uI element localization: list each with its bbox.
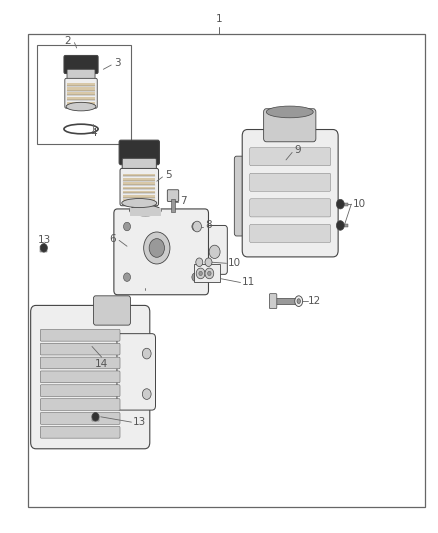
- Text: 3: 3: [114, 58, 121, 68]
- Bar: [92, 415, 99, 421]
- FancyBboxPatch shape: [114, 209, 208, 295]
- Bar: [340, 224, 348, 227]
- FancyBboxPatch shape: [119, 140, 159, 165]
- Bar: [194, 264, 220, 282]
- Text: 5: 5: [165, 170, 172, 180]
- Text: 1: 1: [215, 14, 223, 24]
- Ellipse shape: [122, 198, 157, 207]
- Circle shape: [336, 221, 344, 230]
- Bar: [272, 298, 297, 304]
- FancyBboxPatch shape: [40, 343, 120, 355]
- FancyBboxPatch shape: [167, 190, 179, 201]
- Bar: [67, 87, 95, 91]
- Text: 10: 10: [228, 259, 241, 268]
- FancyBboxPatch shape: [242, 130, 338, 257]
- Circle shape: [192, 273, 199, 281]
- Bar: [123, 182, 155, 185]
- Circle shape: [205, 258, 212, 266]
- Bar: [67, 102, 95, 105]
- Bar: [67, 92, 95, 95]
- Ellipse shape: [66, 102, 96, 111]
- FancyBboxPatch shape: [198, 225, 227, 274]
- FancyBboxPatch shape: [250, 173, 331, 191]
- FancyBboxPatch shape: [40, 329, 120, 341]
- FancyBboxPatch shape: [40, 426, 120, 438]
- Bar: [67, 97, 95, 100]
- Bar: [130, 208, 161, 216]
- Circle shape: [199, 271, 202, 276]
- Bar: [123, 191, 155, 193]
- FancyBboxPatch shape: [269, 294, 277, 309]
- FancyBboxPatch shape: [40, 371, 120, 383]
- Text: 8: 8: [205, 221, 212, 230]
- Bar: [171, 199, 175, 212]
- Text: 7: 7: [180, 196, 187, 206]
- Text: 13: 13: [133, 417, 146, 427]
- Bar: [123, 187, 155, 189]
- FancyBboxPatch shape: [250, 199, 331, 217]
- FancyBboxPatch shape: [250, 224, 331, 243]
- Text: 2: 2: [64, 36, 71, 45]
- Circle shape: [196, 268, 205, 279]
- Circle shape: [196, 258, 203, 266]
- Ellipse shape: [130, 205, 161, 216]
- Circle shape: [124, 222, 131, 231]
- Text: 10: 10: [353, 199, 366, 209]
- Bar: [28, 34, 425, 507]
- Ellipse shape: [149, 239, 165, 257]
- Bar: [40, 246, 47, 252]
- Bar: [123, 178, 155, 181]
- FancyBboxPatch shape: [93, 296, 131, 325]
- FancyBboxPatch shape: [31, 305, 150, 449]
- Circle shape: [208, 271, 211, 276]
- FancyBboxPatch shape: [264, 109, 316, 142]
- Ellipse shape: [209, 245, 220, 259]
- Ellipse shape: [297, 298, 300, 304]
- Text: 14: 14: [95, 359, 108, 369]
- Text: 13: 13: [38, 235, 51, 245]
- Bar: [67, 83, 95, 86]
- Ellipse shape: [295, 296, 303, 306]
- Circle shape: [193, 221, 201, 232]
- Circle shape: [40, 244, 47, 252]
- Text: 12: 12: [308, 296, 321, 306]
- FancyBboxPatch shape: [40, 399, 120, 410]
- Circle shape: [142, 348, 151, 359]
- FancyBboxPatch shape: [64, 55, 98, 74]
- Bar: [340, 203, 348, 206]
- FancyBboxPatch shape: [250, 148, 331, 166]
- Circle shape: [192, 222, 199, 231]
- FancyBboxPatch shape: [117, 334, 155, 410]
- Circle shape: [142, 389, 151, 399]
- Text: 6: 6: [110, 235, 117, 244]
- Bar: [123, 174, 155, 176]
- FancyBboxPatch shape: [122, 158, 156, 173]
- Ellipse shape: [144, 232, 170, 264]
- Text: 11: 11: [242, 278, 255, 287]
- FancyBboxPatch shape: [234, 156, 253, 236]
- FancyBboxPatch shape: [67, 69, 95, 82]
- FancyBboxPatch shape: [120, 168, 159, 206]
- Bar: [123, 195, 155, 198]
- Circle shape: [124, 273, 131, 281]
- Bar: [37, 45, 131, 144]
- Ellipse shape: [266, 106, 313, 118]
- Text: 9: 9: [294, 146, 301, 155]
- FancyBboxPatch shape: [40, 385, 120, 397]
- FancyBboxPatch shape: [40, 413, 120, 424]
- Circle shape: [92, 413, 99, 421]
- FancyBboxPatch shape: [40, 357, 120, 369]
- FancyBboxPatch shape: [65, 78, 97, 108]
- Bar: [123, 199, 155, 202]
- Circle shape: [336, 199, 344, 209]
- Text: 4: 4: [90, 128, 97, 138]
- Circle shape: [205, 268, 214, 279]
